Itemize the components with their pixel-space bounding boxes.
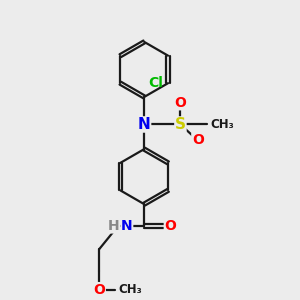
- Text: CH₃: CH₃: [118, 283, 142, 296]
- Text: O: O: [175, 96, 186, 110]
- Text: N: N: [138, 117, 151, 132]
- Text: H: H: [108, 219, 120, 233]
- Text: N: N: [121, 219, 133, 233]
- Text: O: O: [164, 219, 176, 233]
- Text: O: O: [93, 283, 105, 297]
- Text: S: S: [175, 117, 186, 132]
- Text: CH₃: CH₃: [211, 118, 235, 131]
- Text: Cl: Cl: [148, 76, 163, 90]
- Text: O: O: [192, 134, 204, 147]
